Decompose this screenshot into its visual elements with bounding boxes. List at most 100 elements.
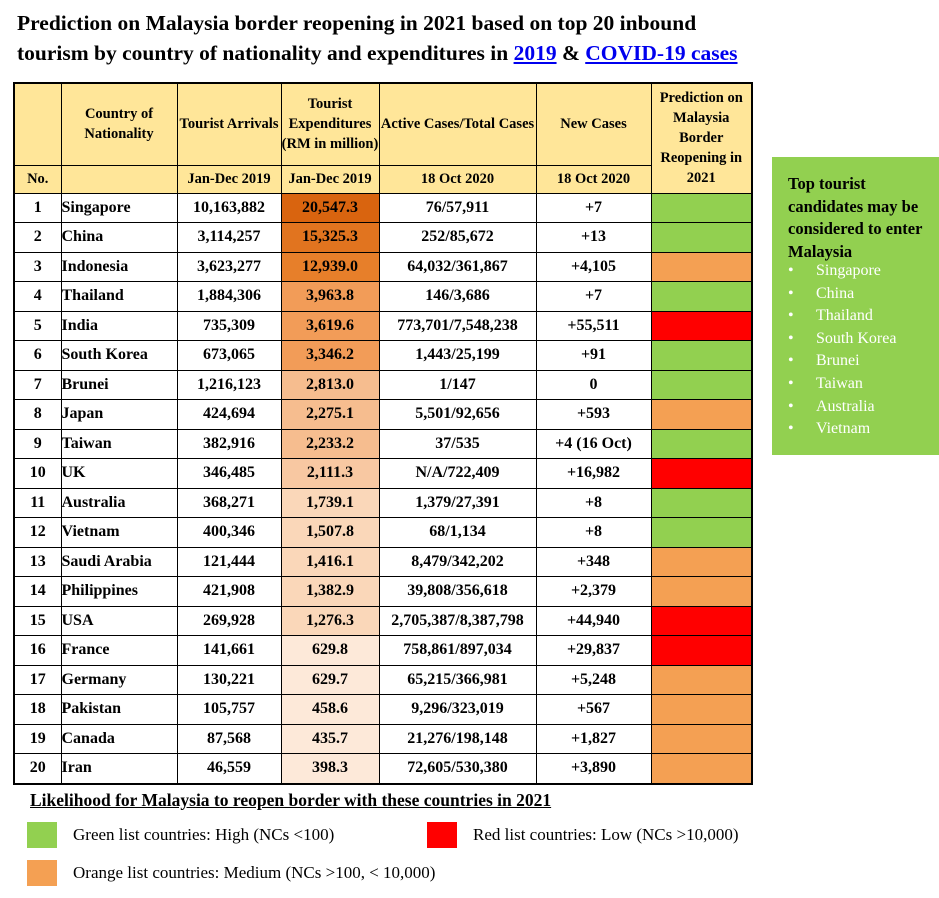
table-row: 16 France 141,661 629.8 758,861/897,034 +29,8… xyxy=(13,635,753,666)
link-2019[interactable]: 2019 xyxy=(513,41,557,65)
candidate-item: • Singapore xyxy=(788,260,896,283)
country-cell: Taiwan xyxy=(60,428,178,459)
arrivals-cell: 424,694 xyxy=(176,399,282,430)
prediction-cell xyxy=(650,458,753,489)
prediction-cell xyxy=(650,605,753,636)
arrivals-cell: 735,309 xyxy=(176,310,282,341)
active-total-cell: 2,705,387/8,387,798 xyxy=(378,605,537,636)
candidate-item: • China xyxy=(788,283,896,306)
expenditure-cell: 1,416.1 xyxy=(280,546,380,577)
expenditure-cell: 3,346.2 xyxy=(280,340,380,371)
country-cell: South Korea xyxy=(60,340,178,371)
header-prediction: Prediction on Malaysia Border Reopening … xyxy=(650,82,753,194)
country-cell: Brunei xyxy=(60,369,178,400)
prediction-cell xyxy=(650,753,753,784)
legend-orange-swatch xyxy=(27,860,57,886)
prediction-cell xyxy=(650,399,753,430)
expenditure-cell: 3,963.8 xyxy=(280,281,380,312)
table-row: 8 Japan 424,694 2,275.1 5,501/92,656 +593 xyxy=(13,399,753,430)
expenditure-cell: 1,507.8 xyxy=(280,517,380,548)
country-cell: India xyxy=(60,310,178,341)
arrivals-cell: 346,485 xyxy=(176,458,282,489)
arrivals-cell: 10,163,882 xyxy=(176,192,282,223)
legend-orange-text: Orange list countries: Medium (NCs >100,… xyxy=(73,863,436,882)
new-cases-cell: +13 xyxy=(535,222,652,253)
active-total-cell: 8,479/342,202 xyxy=(378,546,537,577)
new-cases-cell: +4,105 xyxy=(535,251,652,282)
header-no-top xyxy=(13,82,62,166)
bullet-icon: • xyxy=(788,284,794,302)
arrivals-cell: 368,271 xyxy=(176,487,282,518)
expenditure-cell: 1,276.3 xyxy=(280,605,380,636)
arrivals-cell: 400,346 xyxy=(176,517,282,548)
prediction-cell xyxy=(650,428,753,459)
active-total-cell: 1,443/25,199 xyxy=(378,340,537,371)
top-candidates-heading: Top tourist candidates may be considered… xyxy=(788,174,923,261)
candidate-item: • Taiwan xyxy=(788,373,896,396)
table-row: 5 India 735,309 3,619.6 773,701/7,548,238 +55… xyxy=(13,310,753,341)
row-number: 19 xyxy=(13,723,62,754)
subheader-new-cases: 18 Oct 2020 xyxy=(535,164,652,194)
expenditure-cell: 629.8 xyxy=(280,635,380,666)
new-cases-cell: +55,511 xyxy=(535,310,652,341)
table-row: 18 Pakistan 105,757 458.6 9,296/323,019 +567 xyxy=(13,694,753,725)
link-covid-cases[interactable]: COVID-19 cases xyxy=(585,41,738,65)
expenditure-cell: 2,233.2 xyxy=(280,428,380,459)
row-number: 18 xyxy=(13,694,62,725)
table-row: 7 Brunei 1,216,123 2,813.0 1/147 0 xyxy=(13,369,753,400)
country-cell: UK xyxy=(60,458,178,489)
new-cases-cell: +1,827 xyxy=(535,723,652,754)
expenditure-cell: 12,939.0 xyxy=(280,251,380,282)
table-row: 13 Saudi Arabia 121,444 1,416.1 8,479/342,20… xyxy=(13,546,753,577)
active-total-cell: 65,215/366,981 xyxy=(378,664,537,695)
arrivals-cell: 46,559 xyxy=(176,753,282,784)
candidate-item: • Thailand xyxy=(788,305,896,328)
table-row: 14 Philippines 421,908 1,382.9 39,808/356,61… xyxy=(13,576,753,607)
country-cell: Australia xyxy=(60,487,178,518)
bullet-icon: • xyxy=(788,262,794,279)
row-number: 2 xyxy=(13,222,62,253)
row-number: 12 xyxy=(13,517,62,548)
active-total-cell: 773,701/7,548,238 xyxy=(378,310,537,341)
candidate-label: Brunei xyxy=(816,352,860,370)
table-row: 20 Iran 46,559 398.3 72,605/530,380 +3,890 xyxy=(13,753,753,784)
header-no: No. xyxy=(13,164,62,194)
row-number: 17 xyxy=(13,664,62,695)
top-candidates-box: Top tourist candidates may be considered… xyxy=(772,157,939,455)
legend-red-swatch xyxy=(427,822,457,848)
bullet-icon: • xyxy=(788,420,794,438)
row-number: 11 xyxy=(13,487,62,518)
new-cases-cell: +7 xyxy=(535,281,652,312)
arrivals-cell: 269,928 xyxy=(176,605,282,636)
new-cases-cell: +348 xyxy=(535,546,652,577)
prediction-cell xyxy=(650,517,753,548)
candidate-item: • Vietnam xyxy=(788,418,896,441)
legend-green-swatch xyxy=(27,822,57,848)
new-cases-cell: +7 xyxy=(535,192,652,223)
table-row: 17 Germany 130,221 629.7 65,215/366,981 +5,24… xyxy=(13,664,753,695)
candidate-label: Taiwan xyxy=(816,374,863,392)
country-cell: Saudi Arabia xyxy=(60,546,178,577)
table-row: 4 Thailand 1,884,306 3,963.8 146/3,686 +7 xyxy=(13,281,753,312)
candidate-label: Singapore xyxy=(816,262,881,279)
country-cell: Thailand xyxy=(60,281,178,312)
table-row: 6 South Korea 673,065 3,346.2 1,443/25,199 +9… xyxy=(13,340,753,371)
candidate-item: • Australia xyxy=(788,396,896,419)
new-cases-cell: +8 xyxy=(535,487,652,518)
country-cell: France xyxy=(60,635,178,666)
country-cell: Germany xyxy=(60,664,178,695)
prediction-cell xyxy=(650,310,753,341)
row-number: 14 xyxy=(13,576,62,607)
candidate-label: Thailand xyxy=(816,307,873,325)
candidate-item: • Brunei xyxy=(788,350,896,373)
country-cell: Indonesia xyxy=(60,251,178,282)
row-number: 8 xyxy=(13,399,62,430)
expenditure-cell: 3,619.6 xyxy=(280,310,380,341)
table-row: 10 UK 346,485 2,111.3 N/A/722,409 +16,982 xyxy=(13,458,753,489)
arrivals-cell: 382,916 xyxy=(176,428,282,459)
row-number: 1 xyxy=(13,192,62,223)
prediction-cell xyxy=(650,487,753,518)
country-cell: Singapore xyxy=(60,192,178,223)
row-number: 15 xyxy=(13,605,62,636)
row-number: 20 xyxy=(13,753,62,784)
